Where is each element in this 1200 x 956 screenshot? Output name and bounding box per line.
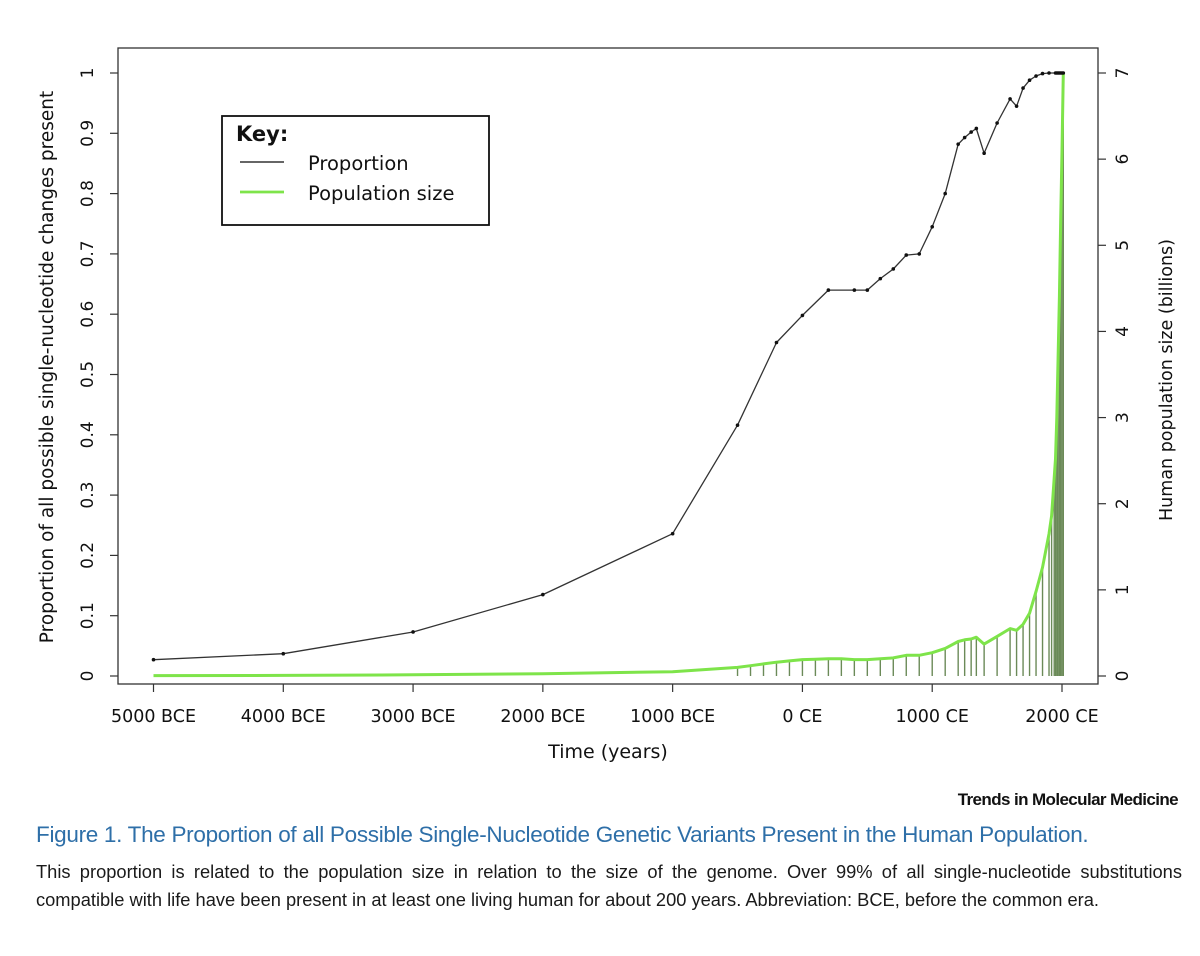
proportion-point	[891, 267, 896, 271]
proportion-point	[735, 423, 740, 427]
proportion-point	[974, 126, 979, 131]
y-left-tick-label: 0.5	[78, 361, 98, 388]
proportion-point	[670, 531, 675, 536]
y-right-tick-label: 7	[1113, 68, 1133, 79]
y-right-tick-label: 6	[1113, 154, 1133, 165]
proportion-point	[930, 224, 935, 229]
figure-caption: This proportion is related to the popula…	[36, 861, 1182, 910]
proportion-point	[1027, 78, 1032, 83]
x-tick-label: 1000 BCE	[630, 707, 715, 727]
legend-label-proportion: Proportion	[308, 152, 409, 175]
x-tick-label: 3000 BCE	[371, 707, 456, 727]
figure-title: Figure 1. The Proportion of all Possible…	[36, 822, 1089, 847]
proportion-point	[1008, 97, 1012, 101]
legend-title: Key:	[236, 122, 288, 146]
x-tick-label: 2000 BCE	[500, 707, 585, 727]
y-right-tick-label: 2	[1113, 498, 1133, 509]
proportion-point	[904, 253, 909, 257]
y-left-tick-label: 0.1	[78, 602, 98, 629]
x-tick-label: 1000 CE	[896, 707, 969, 727]
journal-name: Trends in Molecular Medicine	[957, 790, 1179, 809]
y-right-tick-label: 1	[1113, 584, 1133, 595]
y-left-tick-label: 0.6	[78, 301, 98, 328]
proportion-point	[878, 276, 883, 281]
proportion-point	[956, 142, 960, 146]
population-line	[153, 72, 1065, 678]
y-axis-left: 0 0.1 0.2 0.3 0.4 0.5 0.6 0.7 0.8 0.9 1	[78, 68, 118, 682]
legend: Key: Proportion Population size	[221, 115, 490, 226]
y-right-tick-label: 5	[1113, 240, 1133, 251]
y-left-tick-label: 0.3	[78, 482, 98, 509]
chart: 5000 BCE 4000 BCE 3000 BCE 2000 BCE 1000 BCE…	[37, 47, 1177, 763]
legend-box	[221, 115, 490, 226]
y-left-tick-label: 0.7	[78, 240, 98, 267]
proportion-point	[826, 288, 831, 292]
x-axis-label: Time (years)	[547, 741, 668, 763]
proportion-point	[917, 252, 922, 256]
proportion-point	[995, 121, 999, 125]
proportion-point	[1034, 74, 1038, 78]
y-left-tick-label: 0.4	[78, 421, 98, 448]
plot-frame	[117, 47, 1099, 685]
y-axis-right: 0 1 2 3 4 5 6 7	[1098, 68, 1133, 682]
proportion-point	[943, 191, 947, 196]
proportion-point	[151, 657, 156, 662]
proportion-point	[774, 340, 779, 345]
y-right-tick-label: 0	[1113, 671, 1133, 682]
proportion-point	[800, 313, 805, 318]
y-right-tick-label: 4	[1113, 326, 1133, 337]
y-left-tick-label: 1	[78, 68, 98, 79]
y-right-tick-label: 3	[1113, 412, 1133, 423]
proportion-point	[1040, 71, 1045, 76]
x-tick-label: 4000 BCE	[241, 707, 326, 727]
proportion-point	[411, 630, 415, 634]
proportion-point	[541, 592, 545, 597]
proportion-point	[1021, 86, 1025, 90]
y-axis-right-label: Human population size (billions)	[1157, 239, 1177, 521]
x-tick-label: 5000 BCE	[111, 707, 196, 727]
y-left-tick-label: 0.8	[78, 180, 98, 207]
legend-label-population: Population size	[308, 182, 454, 205]
proportion-point	[1047, 71, 1051, 75]
population-spikes	[736, 73, 1064, 676]
x-axis: 5000 BCE 4000 BCE 3000 BCE 2000 BCE 1000 BCE…	[111, 684, 1099, 727]
proportion-point	[982, 151, 986, 155]
x-tick-label: 2000 CE	[1025, 707, 1098, 727]
proportion-points	[151, 71, 1066, 662]
proportion-point	[1014, 104, 1019, 108]
proportion-point	[1061, 71, 1066, 75]
y-left-tick-label: 0	[78, 671, 98, 682]
proportion-point	[852, 288, 857, 292]
proportion-point	[865, 288, 870, 292]
proportion-point	[969, 130, 973, 134]
y-axis-left-label: Proportion of all possible single-nucleo…	[37, 91, 58, 643]
proportion-point	[281, 651, 286, 656]
y-left-tick-label: 0.2	[78, 542, 98, 569]
x-tick-label: 0 CE	[782, 707, 822, 727]
y-left-tick-label: 0.9	[78, 120, 98, 147]
proportion-point	[962, 135, 967, 140]
